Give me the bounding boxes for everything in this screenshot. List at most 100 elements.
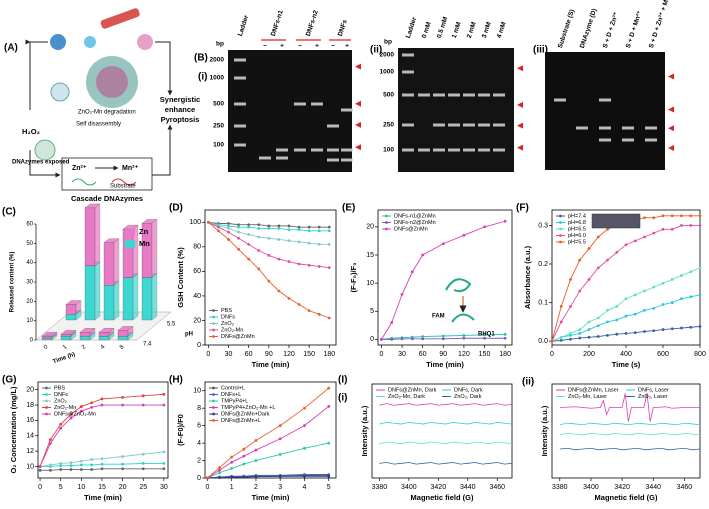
series-line [39, 404, 164, 467]
gel-band [294, 102, 306, 106]
bar-side [113, 280, 120, 321]
bar-top [98, 328, 115, 333]
data-point [48, 468, 52, 472]
x-tick-label: 3400 [401, 484, 417, 491]
x-tick-label: 180 [323, 351, 335, 358]
bar-front [103, 242, 115, 286]
data-point [462, 233, 466, 237]
band-marker [517, 65, 523, 72]
data-point [254, 439, 258, 442]
series-line [379, 422, 513, 425]
lane-sign: + [345, 43, 349, 50]
y-tick-label: 20 [366, 224, 374, 231]
annotation: BHQ1 [478, 332, 495, 338]
data-point [441, 334, 445, 338]
lane-label: 0 mM [421, 21, 433, 39]
bar-front [41, 335, 53, 339]
lane-label: Ladder [237, 14, 250, 37]
bar-segment [60, 329, 77, 337]
x-tick-label: 30 [398, 351, 406, 358]
size-label: 100 [213, 142, 224, 149]
annotation: Synergistic [160, 95, 200, 104]
panel-label: (C) [2, 207, 16, 218]
bar-front [60, 334, 72, 337]
gel-band [234, 143, 246, 147]
gel-band [463, 93, 475, 97]
data-point [652, 231, 656, 235]
series-line [379, 462, 513, 465]
legend-label: DNFs [221, 314, 235, 320]
data-point [267, 236, 271, 240]
data-point [254, 448, 258, 452]
y-tick-label: 0.0 [538, 338, 548, 345]
data-point [59, 462, 63, 465]
data-point [670, 214, 674, 218]
x-tick-label: 3 [278, 484, 282, 491]
y-axis-label: Absorbance (a.u.) [523, 245, 532, 309]
annotation: enhance [165, 105, 195, 114]
x-tick-label: 180 [499, 351, 511, 358]
gel-band [402, 93, 414, 97]
data-point [503, 332, 507, 336]
legend-label: pH=6.5 [568, 226, 586, 232]
data-point [624, 243, 628, 247]
series-line [207, 475, 329, 479]
particle [50, 34, 66, 50]
data-point [287, 239, 291, 243]
data-point [680, 297, 683, 301]
gel-band [493, 123, 505, 127]
dna-strand [111, 178, 137, 186]
data-point [100, 467, 104, 471]
data-point [121, 403, 125, 407]
data-point [121, 467, 125, 471]
legend-label: pH=7.4 [568, 213, 586, 219]
y-tick-label: 30 [26, 280, 33, 286]
gel-band [448, 93, 460, 97]
data-point [624, 314, 628, 318]
x-tick-label: 3380 [552, 484, 568, 491]
legend-marker [212, 315, 215, 319]
legend-label: DNFs@ZnMn+Dark [221, 411, 270, 417]
lane-label: Substrate (S) [557, 9, 576, 50]
y-tick-label: 20 [193, 317, 201, 324]
data-point [689, 295, 693, 299]
data-point [303, 446, 306, 450]
gel-band [294, 148, 306, 152]
annotation: FAM [432, 314, 445, 320]
data-point [237, 236, 240, 240]
data-point [327, 316, 331, 320]
bar-top [117, 326, 134, 331]
band-marker [355, 100, 361, 107]
series-line [379, 403, 513, 406]
data-point [162, 467, 166, 471]
legend-label: pH=6.8 [568, 220, 586, 226]
bar-side [113, 238, 120, 286]
particle [137, 34, 153, 50]
data-point [633, 239, 637, 243]
data-point [218, 476, 221, 479]
legend-marker [212, 328, 215, 332]
data-point [100, 457, 104, 461]
bar-segment [84, 203, 101, 267]
lane-label: DNFs [337, 18, 349, 37]
dnazyme [34, 139, 56, 161]
legend-marker [212, 393, 215, 396]
data-point [307, 263, 311, 267]
data-point [559, 335, 563, 339]
gel-band [234, 124, 246, 128]
bar-front [117, 335, 129, 341]
data-point [297, 262, 301, 266]
data-point [587, 247, 591, 250]
lane-label: 0.5 mM [436, 16, 449, 39]
bar-front [41, 337, 53, 341]
data-point [237, 225, 240, 229]
legend-marker [212, 412, 215, 416]
data-point [277, 238, 281, 241]
bar-top [60, 330, 77, 335]
data-point [327, 405, 331, 408]
gel-band [599, 138, 611, 142]
series-line [559, 432, 701, 436]
band-marker [668, 73, 674, 80]
gel-band [478, 148, 490, 152]
data-point [59, 468, 63, 471]
